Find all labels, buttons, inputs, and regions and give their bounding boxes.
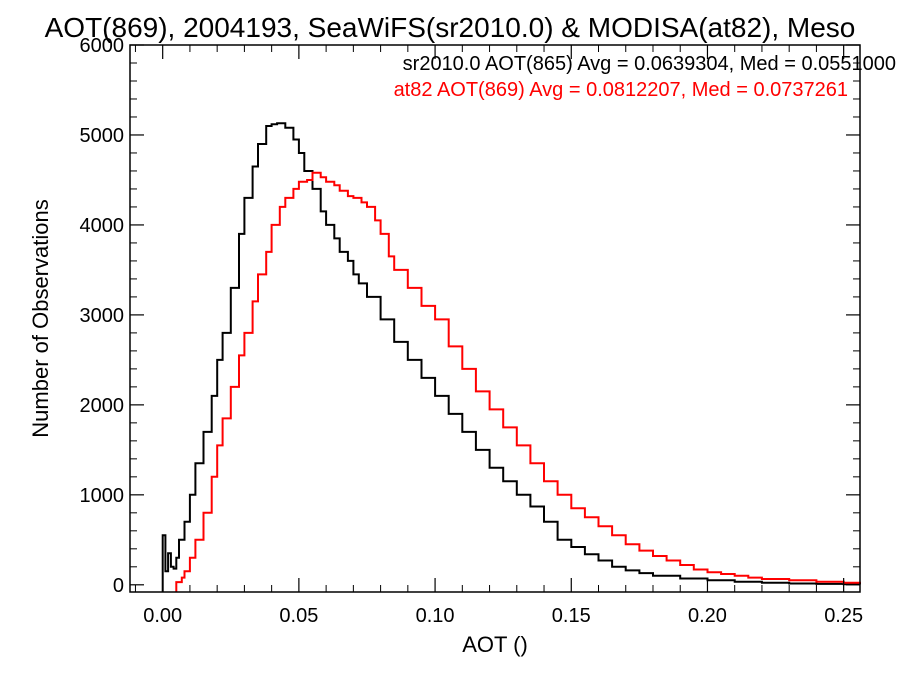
x-tick-label: 0.05: [279, 605, 318, 627]
x-tick-label: 0.10: [416, 605, 455, 627]
y-tick-label: 0: [113, 575, 124, 597]
x-tick-label: 0.20: [688, 605, 727, 627]
plot-frame: [129, 44, 861, 593]
legend-entry-at82: at82 AOT(869) Avg = 0.0812207, Med = 0.0…: [394, 79, 848, 101]
y-tick-label: 4000: [80, 215, 125, 237]
series-at82-line: [175, 171, 861, 592]
series-sr2010-line: [161, 122, 861, 592]
x-axis-label: AOT (): [462, 632, 528, 657]
chart-title: AOT(869), 2004193, SeaWiFS(sr2010.0) & M…: [45, 12, 856, 43]
x-tick-label: 0.25: [824, 605, 863, 627]
y-axis-label: Number of Observations: [28, 199, 53, 437]
plot-series: [161, 122, 861, 592]
y-tick-label: 2000: [80, 395, 125, 417]
y-axis: 0 1000 2000 3000 4000 5000 6000: [80, 35, 860, 597]
y-tick-label: 3000: [80, 305, 125, 327]
legend-entry-sr2010: sr2010.0 AOT(865) Avg = 0.0639304, Med =…: [403, 53, 896, 75]
y-tick-label: 5000: [80, 125, 125, 147]
y-tick-label: 1000: [80, 485, 125, 507]
y-tick-label: 6000: [80, 35, 125, 57]
legend: sr2010.0 AOT(865) Avg = 0.0639304, Med =…: [394, 53, 896, 101]
x-axis: 0.00 0.05 0.10 0.15 0.20 0.25: [134, 45, 863, 627]
x-tick-label: 0.15: [552, 605, 591, 627]
x-tick-label: 0.00: [143, 605, 182, 627]
